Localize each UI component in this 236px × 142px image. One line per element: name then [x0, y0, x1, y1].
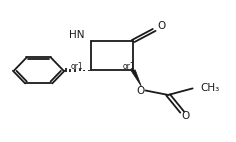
Text: or1: or1 — [123, 62, 135, 71]
Polygon shape — [131, 70, 141, 86]
Text: O: O — [136, 86, 144, 96]
Text: O: O — [181, 111, 190, 121]
Text: HN: HN — [69, 30, 85, 40]
Text: or1: or1 — [70, 62, 83, 71]
Text: CH₃: CH₃ — [201, 83, 220, 93]
Text: O: O — [157, 21, 165, 31]
